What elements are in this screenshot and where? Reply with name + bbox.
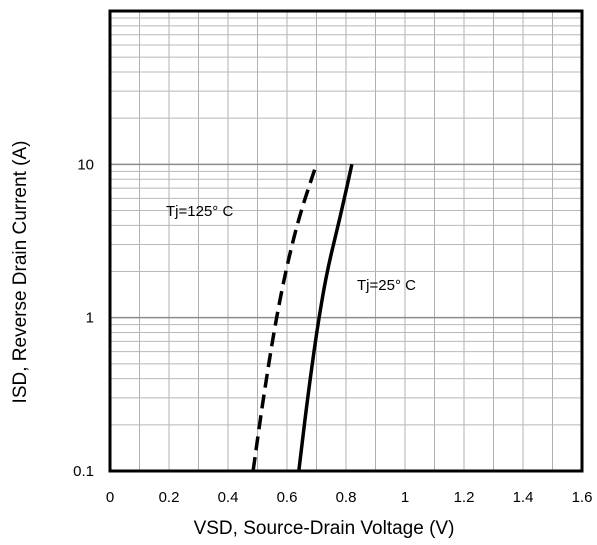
x-tick-label: 1.6	[572, 489, 593, 506]
grid	[110, 11, 582, 471]
x-tick-label: 0.8	[336, 489, 357, 506]
y-tick-label: 1	[86, 310, 94, 327]
x-axis-title: VSD, Source-Drain Voltage (V)	[194, 518, 455, 539]
x-tick-label: 1.4	[513, 489, 534, 506]
annotation-tj-125: Tj=125° C	[166, 203, 233, 220]
y-tick-label: 0.1	[73, 463, 94, 480]
y-tick-labels: 0.1 1 10	[73, 156, 94, 480]
x-tick-label: 0.4	[218, 489, 239, 506]
x-tick-label: 1.2	[454, 489, 475, 506]
x-tick-label: 1	[401, 489, 409, 506]
x-tick-labels: 0 0.2 0.4 0.6 0.8 1 1.2 1.4 1.6	[106, 489, 593, 506]
annotation-tj-25: Tj=25° C	[357, 277, 416, 294]
plot-frame	[108, 9, 584, 473]
annotations: Tj=125° C Tj=25° C	[166, 203, 416, 294]
y-tick-label: 10	[77, 156, 94, 173]
series-line-tj-25	[297, 163, 354, 472]
series-layer	[251, 162, 354, 472]
series-line-tj-125	[251, 162, 319, 472]
x-tick-label: 0.2	[159, 489, 180, 506]
y-axis-title: ISD, Reverse Drain Current (A)	[10, 141, 31, 404]
x-tick-label: 0.6	[277, 489, 298, 506]
x-tick-label: 0	[106, 489, 114, 506]
